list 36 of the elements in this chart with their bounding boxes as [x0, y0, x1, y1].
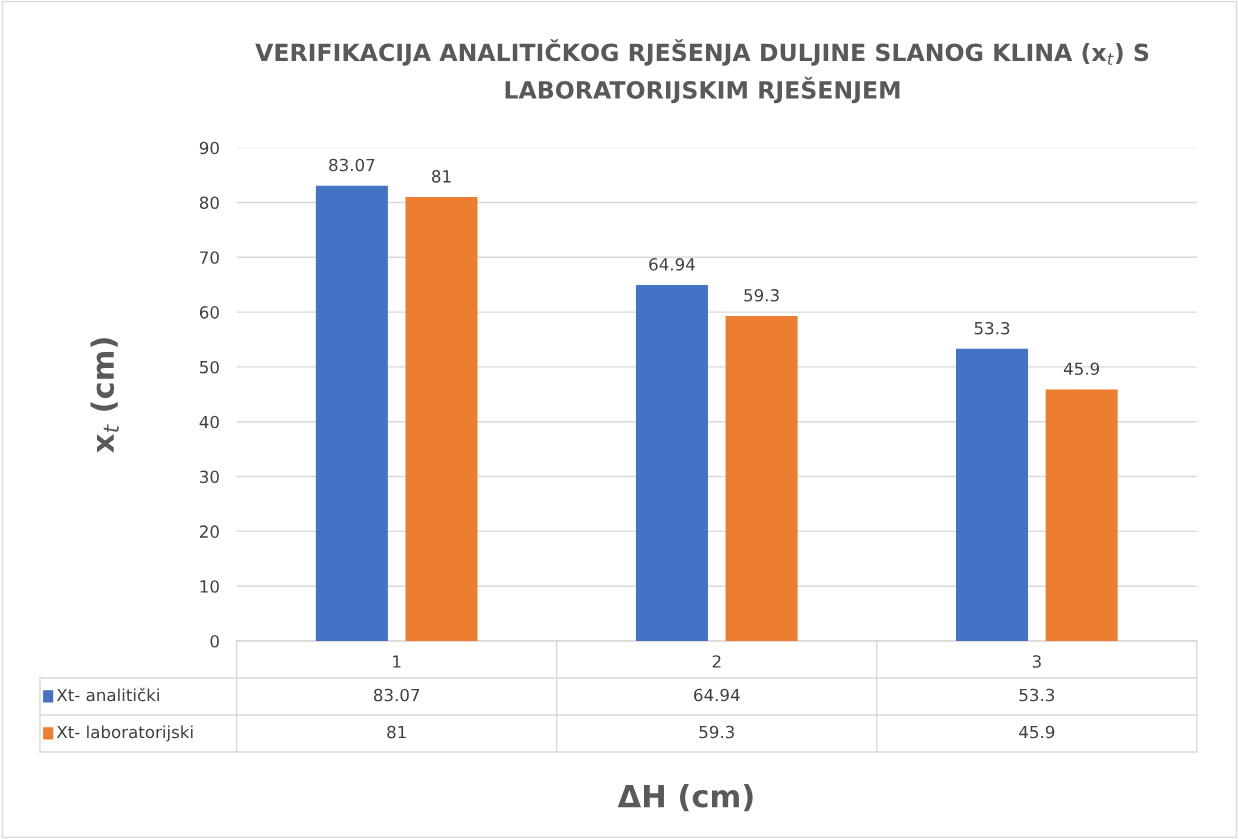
bar	[635, 285, 708, 641]
y-tick-label: 60	[199, 306, 219, 319]
y-tick-label: 50	[200, 360, 219, 374]
data-label: 45.9	[1063, 362, 1100, 376]
bar	[315, 185, 388, 641]
legend-label: Xt- analitički	[56, 687, 159, 702]
bar	[725, 315, 798, 641]
x-axis-title: ΔH (cm)	[617, 783, 753, 812]
y-tick-label: 90	[199, 141, 219, 155]
bar	[405, 197, 478, 641]
y-tick-label: 80	[199, 196, 219, 210]
y-tick-label: 70	[200, 251, 219, 264]
legend-label: Xt- laboratorijski	[56, 725, 193, 742]
y-tick-label: 20	[200, 525, 219, 538]
x-tick-label: 3	[1032, 655, 1041, 668]
y-tick-label: 40	[199, 415, 219, 429]
bar	[956, 348, 1029, 641]
y-tick-label: 10	[200, 580, 219, 593]
data-label: 59.3	[744, 289, 779, 302]
y-tick-label: 0	[210, 634, 219, 648]
data-label: 83.07	[329, 158, 375, 172]
data-label: 53.3	[974, 321, 1010, 335]
data-label: 81	[432, 170, 451, 183]
text: 59.3	[699, 725, 734, 739]
x-tick-label: 2	[712, 655, 721, 668]
y-tick-label: 30	[200, 470, 219, 484]
x-tick-label: 1	[393, 655, 401, 668]
text: 45.9	[1019, 725, 1055, 739]
text: 83.07	[373, 688, 420, 702]
text: 64.94	[694, 688, 740, 702]
text: 81	[387, 725, 406, 739]
bar	[1045, 389, 1118, 641]
chart-title: VERIFIKACIJA ANALITIČKOG RJEŠENJA DULJINE SLANOG KLINA (x$_{t}$) S LABORATORIJSKIM RJEŠENJEM	[255, 39, 1149, 104]
y-axis-title: x$_{t}$ (cm)	[90, 338, 119, 453]
text: 53.3	[1019, 688, 1055, 702]
data-label: 64.94	[649, 258, 695, 271]
